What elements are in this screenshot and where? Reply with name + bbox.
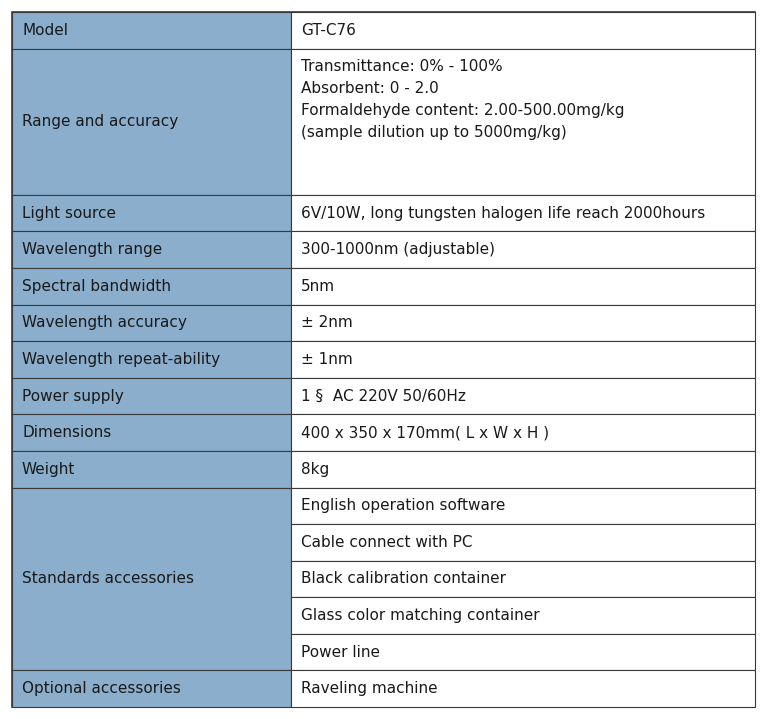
Bar <box>291 451 755 487</box>
Bar <box>291 634 755 670</box>
Text: Power supply: Power supply <box>22 388 123 403</box>
Bar <box>12 305 291 342</box>
Bar <box>12 451 291 487</box>
Text: 300-1000nm (adjustable): 300-1000nm (adjustable) <box>301 242 495 257</box>
Bar <box>291 342 755 377</box>
Text: Range and accuracy: Range and accuracy <box>22 114 178 129</box>
Bar <box>291 232 755 268</box>
Bar <box>12 195 291 232</box>
Bar <box>12 487 291 670</box>
Text: Optional accessories: Optional accessories <box>22 681 181 696</box>
Bar <box>291 561 755 597</box>
Text: Standards accessories: Standards accessories <box>22 572 194 587</box>
Text: Wavelength range: Wavelength range <box>22 242 163 257</box>
Bar <box>12 232 291 268</box>
Bar <box>291 195 755 232</box>
Text: Spectral bandwidth: Spectral bandwidth <box>22 279 171 294</box>
Text: Black calibration container: Black calibration container <box>301 572 505 587</box>
Bar <box>291 414 755 451</box>
Bar <box>12 12 291 49</box>
Text: Wavelength repeat-ability: Wavelength repeat-ability <box>22 352 220 367</box>
Text: Raveling machine: Raveling machine <box>301 681 437 696</box>
Text: ± 2nm: ± 2nm <box>301 316 352 331</box>
Text: GT-C76: GT-C76 <box>301 23 355 38</box>
Bar <box>291 12 755 49</box>
Text: Transmittance: 0% - 100%
Absorbent: 0 - 2.0
Formaldehyde content: 2.00-500.00mg/: Transmittance: 0% - 100% Absorbent: 0 - … <box>301 58 624 140</box>
Text: Cable connect with PC: Cable connect with PC <box>301 535 472 550</box>
Bar <box>291 268 755 305</box>
Text: Glass color matching container: Glass color matching container <box>301 608 539 623</box>
Text: 6V/10W, long tungsten halogen life reach 2000hours: 6V/10W, long tungsten halogen life reach… <box>301 206 705 221</box>
Bar <box>291 49 755 195</box>
Text: ± 1nm: ± 1nm <box>301 352 352 367</box>
Bar <box>291 670 755 707</box>
Bar <box>12 268 291 305</box>
Bar <box>291 524 755 561</box>
Bar <box>12 377 291 414</box>
Text: 8kg: 8kg <box>301 462 329 477</box>
Text: 400 x 350 x 170mm( L x W x H ): 400 x 350 x 170mm( L x W x H ) <box>301 425 548 440</box>
Text: Dimensions: Dimensions <box>22 425 111 440</box>
Bar <box>12 49 291 195</box>
Text: Weight: Weight <box>22 462 75 477</box>
Text: Wavelength accuracy: Wavelength accuracy <box>22 316 187 331</box>
Text: English operation software: English operation software <box>301 498 505 513</box>
Bar <box>291 487 755 524</box>
Bar <box>291 305 755 342</box>
Text: 5nm: 5nm <box>301 279 334 294</box>
Text: Model: Model <box>22 23 68 38</box>
Text: 1 §  AC 220V 50/60Hz: 1 § AC 220V 50/60Hz <box>301 388 466 403</box>
Text: Light source: Light source <box>22 206 116 221</box>
Text: Power line: Power line <box>301 645 380 659</box>
Bar <box>291 597 755 634</box>
Bar <box>12 414 291 451</box>
Bar <box>12 342 291 377</box>
Bar <box>291 377 755 414</box>
Bar <box>12 670 291 707</box>
